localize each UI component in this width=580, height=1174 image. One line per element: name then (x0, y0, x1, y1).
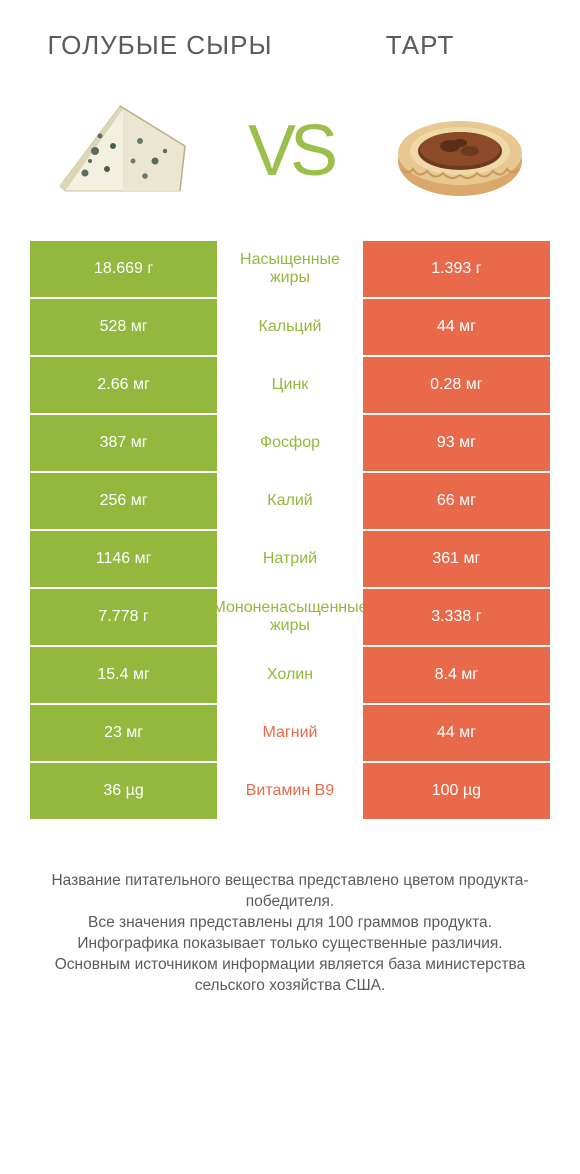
comparison-table: 18.669 гНасыщенные жиры1.393 г528 мгКаль… (30, 241, 550, 819)
table-row: 256 мгКалий66 мг (30, 473, 550, 529)
right-value-cell: 44 мг (363, 705, 550, 761)
vs-label: VS (248, 110, 332, 192)
right-value-cell: 1.393 г (363, 241, 550, 297)
right-value-cell: 93 мг (363, 415, 550, 471)
right-value-cell: 0.28 мг (363, 357, 550, 413)
right-value-cell: 8.4 мг (363, 647, 550, 703)
footer-text: Название питательного вещества представл… (30, 821, 550, 997)
table-row: 387 мгФосфор93 мг (30, 415, 550, 471)
images-row: VS (30, 81, 550, 241)
left-title-col: ГОЛУБЫЕ СЫРЫ (30, 30, 290, 61)
nutrient-label-cell: Калий (217, 473, 363, 529)
right-value-cell: 44 мг (363, 299, 550, 355)
tart-icon (385, 91, 535, 211)
table-row: 15.4 мгХолин8.4 мг (30, 647, 550, 703)
right-title-col: ТАРТ (290, 30, 550, 61)
left-value-cell: 2.66 мг (30, 357, 217, 413)
left-value-cell: 387 мг (30, 415, 217, 471)
nutrient-label-cell: Мононенасыщенные жиры (217, 589, 363, 645)
table-row: 18.669 гНасыщенные жиры1.393 г (30, 241, 550, 297)
table-row: 2.66 мгЦинк0.28 мг (30, 357, 550, 413)
right-value-cell: 100 µg (363, 763, 550, 819)
blue-cheese-icon (45, 91, 195, 211)
header-row: ГОЛУБЫЕ СЫРЫ ТАРТ (30, 20, 550, 81)
right-value-cell: 3.338 г (363, 589, 550, 645)
left-value-cell: 36 µg (30, 763, 217, 819)
table-row: 23 мгМагний44 мг (30, 705, 550, 761)
nutrient-label-cell: Витамин B9 (217, 763, 363, 819)
left-value-cell: 7.778 г (30, 589, 217, 645)
right-product-title: ТАРТ (290, 30, 550, 61)
infographic-page: ГОЛУБЫЕ СЫРЫ ТАРТ (0, 0, 580, 1017)
left-product-title: ГОЛУБЫЕ СЫРЫ (30, 30, 290, 61)
nutrient-label-cell: Кальций (217, 299, 363, 355)
footer-line-2: Все значения представлены для 100 граммо… (30, 913, 550, 934)
table-row: 36 µgВитамин B9100 µg (30, 763, 550, 819)
footer-line-4: Основным источником информации является … (30, 955, 550, 997)
nutrient-label-cell: Холин (217, 647, 363, 703)
table-row: 7.778 гМононенасыщенные жиры3.338 г (30, 589, 550, 645)
left-value-cell: 528 мг (30, 299, 217, 355)
nutrient-label-cell: Насыщенные жиры (217, 241, 363, 297)
left-value-cell: 23 мг (30, 705, 217, 761)
nutrient-label-cell: Натрий (217, 531, 363, 587)
left-value-cell: 18.669 г (30, 241, 217, 297)
left-value-cell: 256 мг (30, 473, 217, 529)
footer-line-3: Инфографика показывает только существенн… (30, 934, 550, 955)
table-row: 1146 мгНатрий361 мг (30, 531, 550, 587)
left-value-cell: 1146 мг (30, 531, 217, 587)
footer-line-1: Название питательного вещества представл… (30, 871, 550, 913)
nutrient-label-cell: Фосфор (217, 415, 363, 471)
cheese-image (40, 86, 200, 216)
nutrient-label-cell: Магний (217, 705, 363, 761)
left-value-cell: 15.4 мг (30, 647, 217, 703)
nutrient-label-cell: Цинк (217, 357, 363, 413)
right-value-cell: 66 мг (363, 473, 550, 529)
right-value-cell: 361 мг (363, 531, 550, 587)
table-row: 528 мгКальций44 мг (30, 299, 550, 355)
tart-image (380, 86, 540, 216)
